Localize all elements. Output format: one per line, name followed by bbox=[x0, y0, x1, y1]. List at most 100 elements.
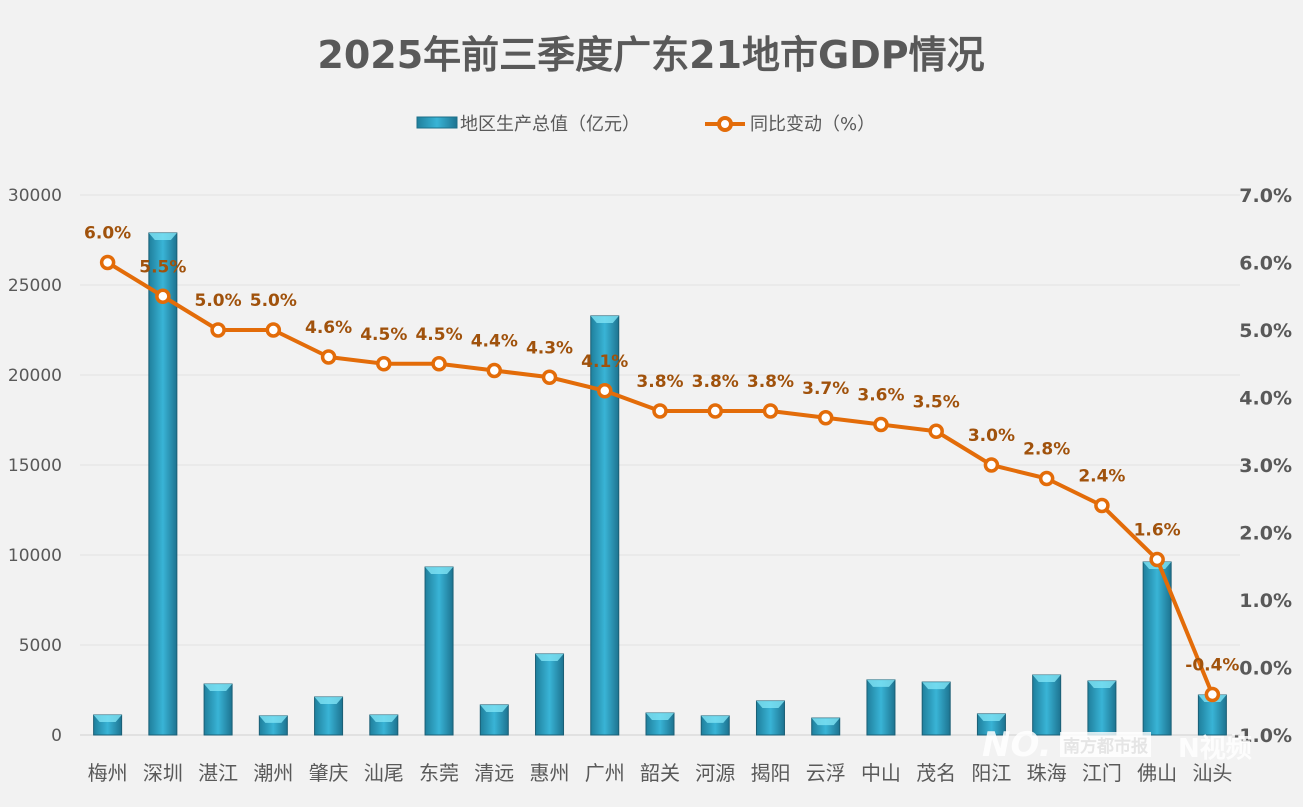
bar-bevel bbox=[148, 232, 177, 240]
bar-bevel bbox=[756, 700, 785, 708]
growth-point-揭阳 bbox=[762, 403, 779, 419]
data-label: 3.7% bbox=[802, 379, 849, 399]
growth-point-梅州 bbox=[99, 254, 116, 271]
category-label: 广州 bbox=[585, 761, 625, 785]
category-label: 阳江 bbox=[971, 761, 1011, 785]
category-label: 珠海 bbox=[1027, 761, 1067, 785]
data-label: 3.6% bbox=[857, 386, 904, 406]
bar-广州 bbox=[590, 315, 620, 736]
right-tick-label: 2.0% bbox=[1239, 523, 1292, 545]
data-label: 6.0% bbox=[84, 224, 131, 244]
legend: 地区生产总值（亿元） 同比变动（%） bbox=[416, 114, 875, 135]
left-tick-label: 5000 bbox=[19, 636, 62, 656]
growth-point-河源 bbox=[707, 403, 723, 419]
growth-point-汕尾 bbox=[376, 356, 392, 372]
data-label: 4.3% bbox=[526, 338, 573, 358]
data-label: 4.5% bbox=[360, 325, 407, 345]
data-label: 5.0% bbox=[250, 291, 297, 311]
category-label: 肇庆 bbox=[309, 761, 349, 785]
category-label: 江门 bbox=[1082, 761, 1122, 785]
category-label: 揭阳 bbox=[750, 761, 790, 785]
bar-bevel bbox=[1032, 675, 1061, 683]
data-label: 3.0% bbox=[968, 426, 1015, 446]
bar-深圳 bbox=[148, 232, 178, 736]
bar-bevel bbox=[314, 697, 343, 705]
bar-bevel bbox=[977, 713, 1006, 721]
growth-point-东莞 bbox=[431, 356, 447, 372]
data-label: 2.4% bbox=[1078, 467, 1125, 487]
bar-bevel bbox=[93, 715, 122, 723]
data-label: -0.4% bbox=[1185, 656, 1239, 676]
data-label: 4.5% bbox=[415, 325, 462, 345]
legend-line-marker bbox=[717, 116, 733, 132]
bar-bevel bbox=[259, 715, 288, 723]
category-label: 汕尾 bbox=[364, 761, 404, 785]
bar-东莞 bbox=[424, 566, 454, 736]
left-tick-label: 30000 bbox=[8, 186, 62, 206]
growth-point-湛江 bbox=[210, 322, 226, 338]
bar-bevel bbox=[480, 704, 509, 712]
category-label: 汕头 bbox=[1192, 761, 1232, 785]
bar-bevel bbox=[590, 315, 619, 323]
growth-point-汕头 bbox=[1204, 686, 1221, 703]
data-label: 5.0% bbox=[195, 291, 242, 311]
growth-point-深圳 bbox=[155, 288, 171, 304]
right-tick-label: 4.0% bbox=[1239, 388, 1292, 410]
growth-point-中山 bbox=[873, 416, 889, 433]
growth-point-广州 bbox=[597, 383, 613, 399]
right-tick-label: 7.0% bbox=[1239, 185, 1292, 207]
right-tick-label: 0.0% bbox=[1239, 658, 1292, 680]
data-label: 3.8% bbox=[692, 372, 739, 392]
data-label: 4.4% bbox=[471, 332, 518, 352]
left-tick-label: 10000 bbox=[8, 546, 62, 566]
bar-江门 bbox=[1087, 680, 1117, 736]
data-label: 3.5% bbox=[913, 392, 960, 412]
legend-line-label: 同比变动（%） bbox=[750, 114, 875, 135]
category-label: 惠州 bbox=[530, 761, 570, 785]
category-label: 云浮 bbox=[806, 761, 846, 785]
data-label: 5.5% bbox=[139, 257, 186, 277]
bar-bevel bbox=[425, 567, 454, 575]
growth-point-珠海 bbox=[1038, 470, 1055, 487]
bar-茂名 bbox=[921, 681, 951, 736]
right-tick-label: 6.0% bbox=[1239, 253, 1292, 275]
data-label: 4.6% bbox=[305, 318, 352, 338]
left-tick-label: 15000 bbox=[8, 456, 62, 476]
growth-point-惠州 bbox=[541, 369, 558, 385]
growth-point-江门 bbox=[1094, 497, 1110, 514]
right-tick-label: 1.0% bbox=[1239, 590, 1292, 612]
bar-bevel bbox=[811, 718, 840, 726]
bar-bevel bbox=[1087, 681, 1116, 688]
category-label: 韶关 bbox=[640, 761, 680, 785]
data-label: 2.8% bbox=[1023, 440, 1070, 460]
data-label: 3.8% bbox=[747, 372, 794, 392]
watermark-brand1: 南方都市报 bbox=[1060, 732, 1151, 757]
growth-point-韶关 bbox=[652, 403, 668, 419]
left-tick-label: 0 bbox=[51, 726, 62, 746]
bar-bevel bbox=[646, 713, 674, 721]
category-label: 佛山 bbox=[1137, 761, 1177, 785]
bar-bevel bbox=[369, 715, 398, 723]
legend-bar-label: 地区生产总值（亿元） bbox=[460, 114, 640, 135]
category-label: 潮州 bbox=[253, 761, 293, 785]
category-label: 清远 bbox=[474, 761, 514, 785]
category-label: 梅州 bbox=[88, 761, 128, 785]
bar-珠海 bbox=[1032, 674, 1062, 736]
bar-中山 bbox=[866, 679, 896, 736]
bar-bevel bbox=[922, 682, 951, 690]
left-tick-label: 20000 bbox=[8, 366, 62, 386]
category-label: 中山 bbox=[861, 761, 901, 785]
chart-title: 2025年前三季度广东21地市GDP情况 bbox=[317, 33, 984, 77]
growth-point-肇庆 bbox=[320, 349, 337, 365]
watermark-brand2: N视频 bbox=[1178, 734, 1252, 764]
legend-bar-swatch bbox=[416, 116, 458, 129]
category-label: 湛江 bbox=[198, 761, 238, 785]
category-label: 河源 bbox=[695, 761, 735, 785]
growth-point-云浮 bbox=[817, 410, 834, 426]
growth-point-潮州 bbox=[265, 322, 282, 338]
watermark-logo: NO. bbox=[982, 725, 1052, 765]
bar-bevel bbox=[204, 684, 233, 692]
bar-bevel bbox=[866, 679, 895, 687]
growth-point-阳江 bbox=[983, 457, 1000, 473]
